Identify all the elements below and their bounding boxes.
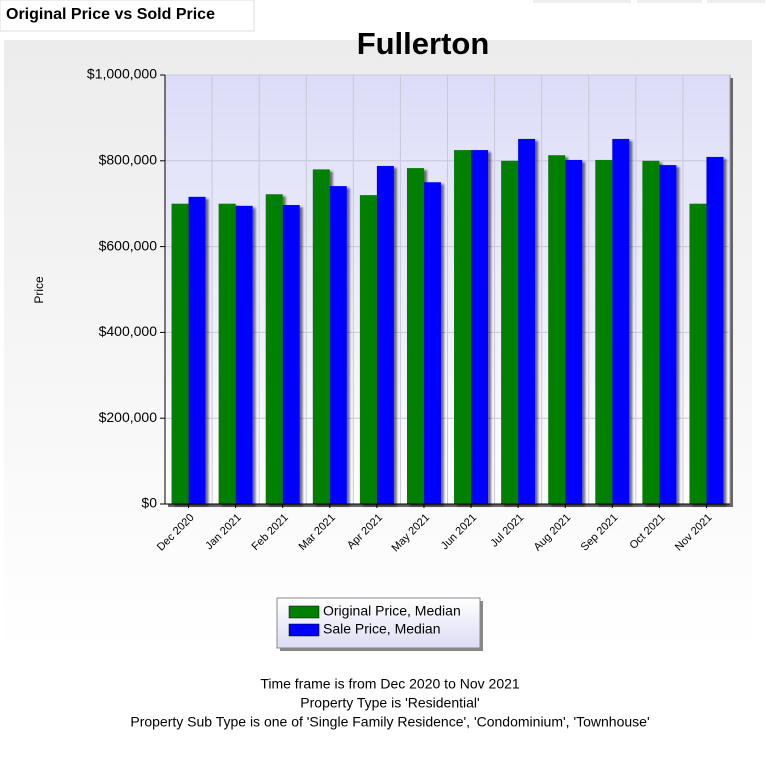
bar <box>501 160 519 505</box>
y-tick-label: $600,000 <box>99 237 158 253</box>
bar <box>235 205 253 504</box>
bar <box>548 155 566 504</box>
footnote: Property Type is 'Residential' <box>300 695 479 711</box>
legend-label: Original Price, Median <box>323 603 461 619</box>
legend-swatch <box>288 605 320 619</box>
tab-stub <box>533 0 631 3</box>
y-tick-label: $0 <box>141 495 157 511</box>
bar <box>329 186 347 504</box>
bar <box>706 156 724 504</box>
bar <box>171 203 189 504</box>
y-tick-label: $400,000 <box>99 323 158 339</box>
bar <box>689 203 707 504</box>
tab <box>0 0 255 32</box>
legend-label: Sale Price, Median <box>323 621 441 637</box>
bar <box>265 194 283 504</box>
bar <box>218 203 236 504</box>
y-tick-label: $200,000 <box>99 409 158 425</box>
bar <box>565 159 583 504</box>
bar <box>454 150 472 504</box>
footnote: Property Sub Type is one of 'Single Fami… <box>130 714 649 730</box>
bar <box>612 138 630 504</box>
bar <box>406 168 424 504</box>
bar <box>359 195 377 504</box>
footnote: Time frame is from Dec 2020 to Nov 2021 <box>260 676 520 692</box>
bar <box>471 150 489 504</box>
y-tick-label: $800,000 <box>99 152 158 168</box>
bar <box>282 204 300 504</box>
bar <box>376 165 394 504</box>
bar <box>595 159 613 504</box>
bar <box>423 182 441 504</box>
bar <box>188 196 206 504</box>
bar <box>642 160 660 505</box>
y-axis-label: Price <box>32 276 46 304</box>
bar <box>518 138 536 504</box>
tab-title: Original Price vs Sold Price <box>6 6 215 23</box>
tab-stub <box>707 0 765 3</box>
legend-swatch <box>288 623 320 637</box>
bar <box>312 169 330 504</box>
tab-stub <box>637 0 702 3</box>
y-tick-label: $1,000,000 <box>87 66 157 82</box>
bar <box>659 165 677 504</box>
chart-title: Fullerton <box>357 26 490 61</box>
